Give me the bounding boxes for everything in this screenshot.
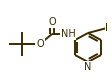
Text: O: O (36, 39, 43, 49)
Text: I: I (105, 23, 108, 33)
Text: N: N (84, 62, 91, 72)
Text: NH: NH (60, 29, 75, 39)
Text: O: O (48, 17, 55, 27)
